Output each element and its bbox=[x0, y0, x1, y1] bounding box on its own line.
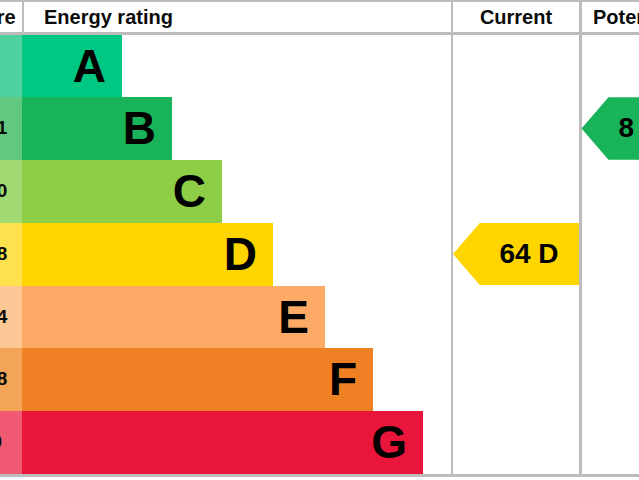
band-letter: A bbox=[22, 35, 122, 98]
current-marker: 64 D bbox=[453, 223, 579, 286]
band-score-range: 55-68 bbox=[0, 223, 22, 286]
band-bar: C bbox=[22, 160, 222, 223]
band-bar: A bbox=[22, 35, 122, 98]
current-marker-label: 64 D bbox=[499, 238, 558, 269]
chart-top-border bbox=[0, 0, 639, 2]
band-score-range: 92+ bbox=[0, 35, 22, 98]
current-column-divider bbox=[451, 0, 454, 476]
band-letter: D bbox=[22, 223, 273, 286]
epc-energy-rating-chart: Score Energy rating Current Potential 92… bbox=[0, 0, 639, 480]
band-score-range: 1-20 bbox=[0, 411, 22, 474]
band-score-range: 69-80 bbox=[0, 160, 22, 223]
column-header-energy-rating: Energy rating bbox=[44, 2, 173, 32]
band-letter: F bbox=[22, 348, 373, 411]
potential-column-divider bbox=[579, 0, 582, 476]
band-score-range: 21-38 bbox=[0, 348, 22, 411]
band-letter: C bbox=[22, 160, 222, 223]
score-column-divider bbox=[22, 0, 25, 35]
band-row-c: 69-80 C bbox=[0, 160, 639, 223]
column-header-current: Current bbox=[453, 2, 579, 32]
band-row-g: 1-20 G bbox=[0, 411, 639, 474]
band-letter: B bbox=[22, 97, 172, 160]
band-bar: E bbox=[22, 286, 325, 349]
band-row-a: 92+ A bbox=[0, 35, 639, 98]
column-header-potential: Potential bbox=[593, 2, 639, 32]
band-bar: B bbox=[22, 97, 172, 160]
band-row-e: 39-54 E bbox=[0, 286, 639, 349]
band-score-range: 39-54 bbox=[0, 286, 22, 349]
band-letter: E bbox=[22, 286, 325, 349]
band-row-b: 81-91 B bbox=[0, 97, 639, 160]
column-header-score: Score bbox=[0, 2, 16, 32]
band-score-range: 81-91 bbox=[0, 97, 22, 160]
band-bar: G bbox=[22, 411, 423, 474]
band-letter: G bbox=[22, 411, 423, 474]
potential-marker-label: 8 bbox=[619, 112, 635, 143]
band-bar: F bbox=[22, 348, 373, 411]
chart-bottom-border bbox=[0, 474, 639, 477]
band-row-f: 21-38 F bbox=[0, 348, 639, 411]
header-bottom-border bbox=[0, 32, 639, 35]
band-bar: D bbox=[22, 223, 273, 286]
